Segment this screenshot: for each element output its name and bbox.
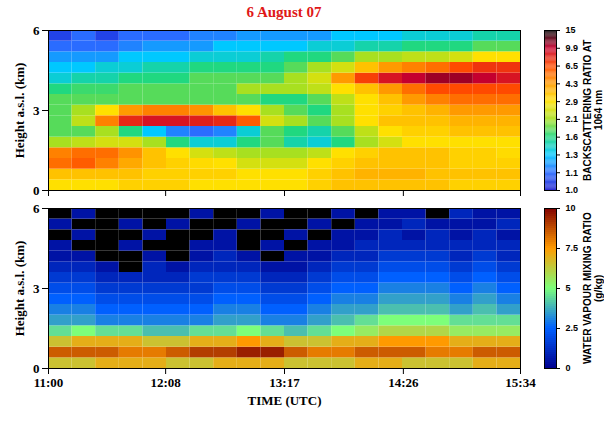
svg-text:4.3: 4.3 (566, 79, 579, 89)
svg-text:0: 0 (33, 361, 40, 376)
svg-text:15: 15 (566, 25, 576, 35)
svg-text:7.5: 7.5 (566, 243, 579, 253)
html-text:6 August 07: 6 August 07 (246, 4, 322, 20)
svg-text:13:17: 13:17 (269, 375, 300, 390)
svg-text:11:00: 11:00 (34, 375, 64, 390)
svg-text:6: 6 (33, 201, 40, 216)
svg-text:3: 3 (33, 103, 40, 118)
svg-text:6: 6 (33, 23, 40, 38)
svg-text:TIME (UTC): TIME (UTC) (247, 393, 321, 408)
svg-text:1.6: 1.6 (566, 132, 579, 142)
svg-text:5: 5 (566, 283, 571, 293)
svg-text:1.0: 1.0 (566, 185, 579, 195)
svg-text:Height a.s.l. (km): Height a.s.l. (km) (12, 241, 27, 337)
svg-text:2.9: 2.9 (566, 96, 579, 106)
svg-text:15:34: 15:34 (505, 375, 536, 390)
svg-text:2.5: 2.5 (566, 323, 579, 333)
svg-text:1.1: 1.1 (566, 168, 579, 178)
html-text:WATER VAPOUR MIXING RATIO (g/k: WATER VAPOUR MIXING RATIO (g/kg) (582, 212, 604, 364)
svg-text:2.1: 2.1 (566, 114, 579, 124)
svg-text:0: 0 (33, 183, 40, 198)
svg-text:9.9: 9.9 (566, 43, 579, 53)
svg-text:14:26: 14:26 (388, 375, 419, 390)
svg-text:12:08: 12:08 (150, 375, 181, 390)
html-text:BACKSCATTERING RATIO AT 1064 n: BACKSCATTERING RATIO AT 1064 nm (582, 39, 604, 181)
svg-text:3: 3 (33, 281, 40, 296)
svg-text:Height a.s.l. (km): Height a.s.l. (km) (12, 63, 27, 159)
svg-text:0: 0 (566, 363, 571, 373)
svg-text:10: 10 (566, 203, 576, 213)
svg-text:6.5: 6.5 (566, 61, 579, 71)
svg-text:1.3: 1.3 (566, 150, 579, 160)
